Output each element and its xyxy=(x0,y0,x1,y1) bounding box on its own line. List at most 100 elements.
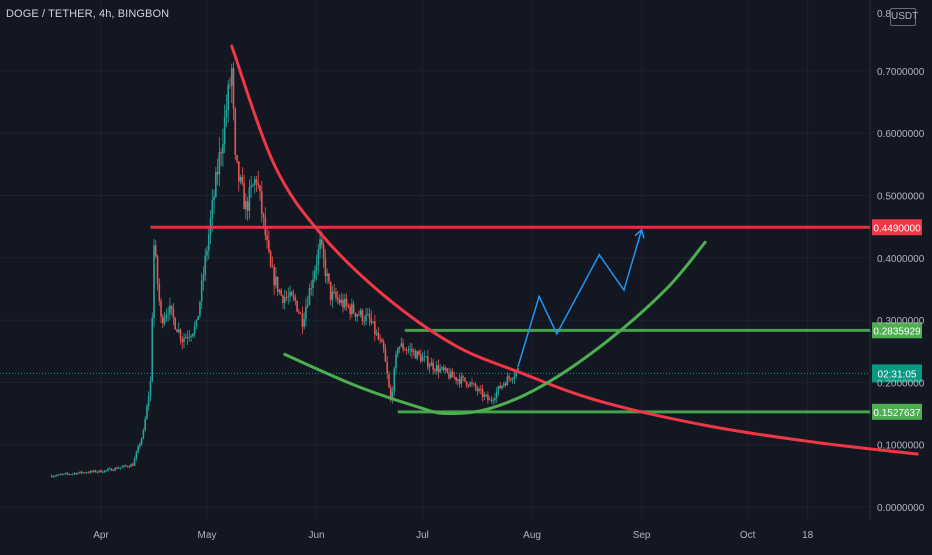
candle-body xyxy=(59,474,62,476)
candle-body xyxy=(183,338,185,342)
candle-body xyxy=(313,270,316,280)
candle-body xyxy=(379,339,381,340)
candle-body xyxy=(260,191,263,214)
candle-body xyxy=(324,258,327,277)
candle-body xyxy=(262,213,265,218)
candle-body xyxy=(172,309,175,318)
candle-body xyxy=(200,280,203,302)
candle-body xyxy=(236,155,238,162)
candle-body xyxy=(409,349,411,350)
candle-body xyxy=(374,321,376,335)
candle-body xyxy=(501,385,503,389)
candle-body xyxy=(112,470,115,472)
y-tick-label: 0.7000000 xyxy=(877,67,925,78)
candle-body xyxy=(469,382,472,386)
candle-body xyxy=(68,473,70,475)
candle-body xyxy=(446,368,449,373)
candle-body xyxy=(96,471,99,473)
candle-body xyxy=(405,350,408,352)
candle-body xyxy=(478,388,480,391)
candle-body xyxy=(63,473,65,475)
candle-body xyxy=(266,235,268,241)
y-tick-label: 0.8 xyxy=(877,9,891,20)
candle-body xyxy=(303,318,305,327)
candle-body xyxy=(359,310,362,316)
level-price-badge xyxy=(872,403,922,420)
candle-body xyxy=(488,399,491,401)
candle-body xyxy=(474,383,477,389)
candle-body xyxy=(485,394,487,396)
candle-body xyxy=(506,376,509,386)
candle-body xyxy=(354,312,357,317)
candle-body xyxy=(225,109,228,117)
candle-body xyxy=(176,329,178,333)
candles xyxy=(50,62,519,478)
candle-body xyxy=(56,475,58,476)
x-tick-label: Jul xyxy=(416,530,429,541)
candle-body xyxy=(188,336,191,338)
candle-body xyxy=(504,383,507,386)
candle-body xyxy=(238,161,240,182)
candle-body xyxy=(147,396,150,406)
candle-body xyxy=(216,171,219,175)
candle-body xyxy=(123,465,125,467)
candle-body xyxy=(291,292,293,296)
candle-body xyxy=(416,351,419,359)
candle-body xyxy=(310,287,313,289)
candle-body xyxy=(384,348,387,362)
candle-body xyxy=(435,365,438,371)
candle-body xyxy=(425,356,427,358)
x-tick-label: 18 xyxy=(802,530,814,541)
candle-body xyxy=(144,419,146,431)
candle-body xyxy=(487,394,489,400)
candle-body xyxy=(84,472,86,474)
currency-button[interactable]: USDT xyxy=(890,8,918,26)
countdown-label: 02:31:05 xyxy=(878,369,917,380)
candle-body xyxy=(149,381,152,397)
candle-body xyxy=(170,305,173,310)
candle-body xyxy=(294,297,297,301)
candle-body xyxy=(197,315,199,320)
candle-body xyxy=(352,304,355,313)
candle-body xyxy=(430,362,433,367)
candle-body xyxy=(206,250,208,256)
candle-body xyxy=(464,377,466,382)
candle-body xyxy=(70,474,72,475)
candle-body xyxy=(315,264,318,271)
candle-body xyxy=(495,391,498,399)
candle-body xyxy=(199,301,201,316)
candle-body xyxy=(402,343,404,350)
candle-body xyxy=(344,298,346,308)
y-tick-label: 0.3000000 xyxy=(877,316,925,327)
level-price-badge xyxy=(872,322,922,339)
candle-body xyxy=(289,292,291,297)
candle-body xyxy=(89,471,92,473)
candle-body xyxy=(285,297,288,299)
candle-body xyxy=(492,400,494,401)
candle-body xyxy=(365,314,367,322)
level-price-badge xyxy=(872,219,922,236)
candle-body xyxy=(169,305,171,314)
candle-body xyxy=(321,239,323,246)
candle-body xyxy=(328,273,330,282)
candle-body xyxy=(333,291,335,293)
candle-body xyxy=(132,464,134,466)
candle-body xyxy=(370,318,373,323)
candle-body xyxy=(356,314,358,317)
candle-body xyxy=(508,376,510,379)
x-tick-label: Aug xyxy=(523,530,541,541)
candle-body xyxy=(453,376,456,378)
candle-body xyxy=(185,336,187,339)
candle-body xyxy=(139,444,141,447)
candle-body xyxy=(50,475,53,477)
candle-body xyxy=(465,381,468,386)
candle-body xyxy=(94,470,97,473)
candle-body xyxy=(322,245,325,259)
candle-body xyxy=(349,306,351,315)
candle-body xyxy=(71,473,74,475)
candle-body xyxy=(287,296,290,298)
candle-body xyxy=(278,290,281,292)
candle-body xyxy=(442,367,445,371)
